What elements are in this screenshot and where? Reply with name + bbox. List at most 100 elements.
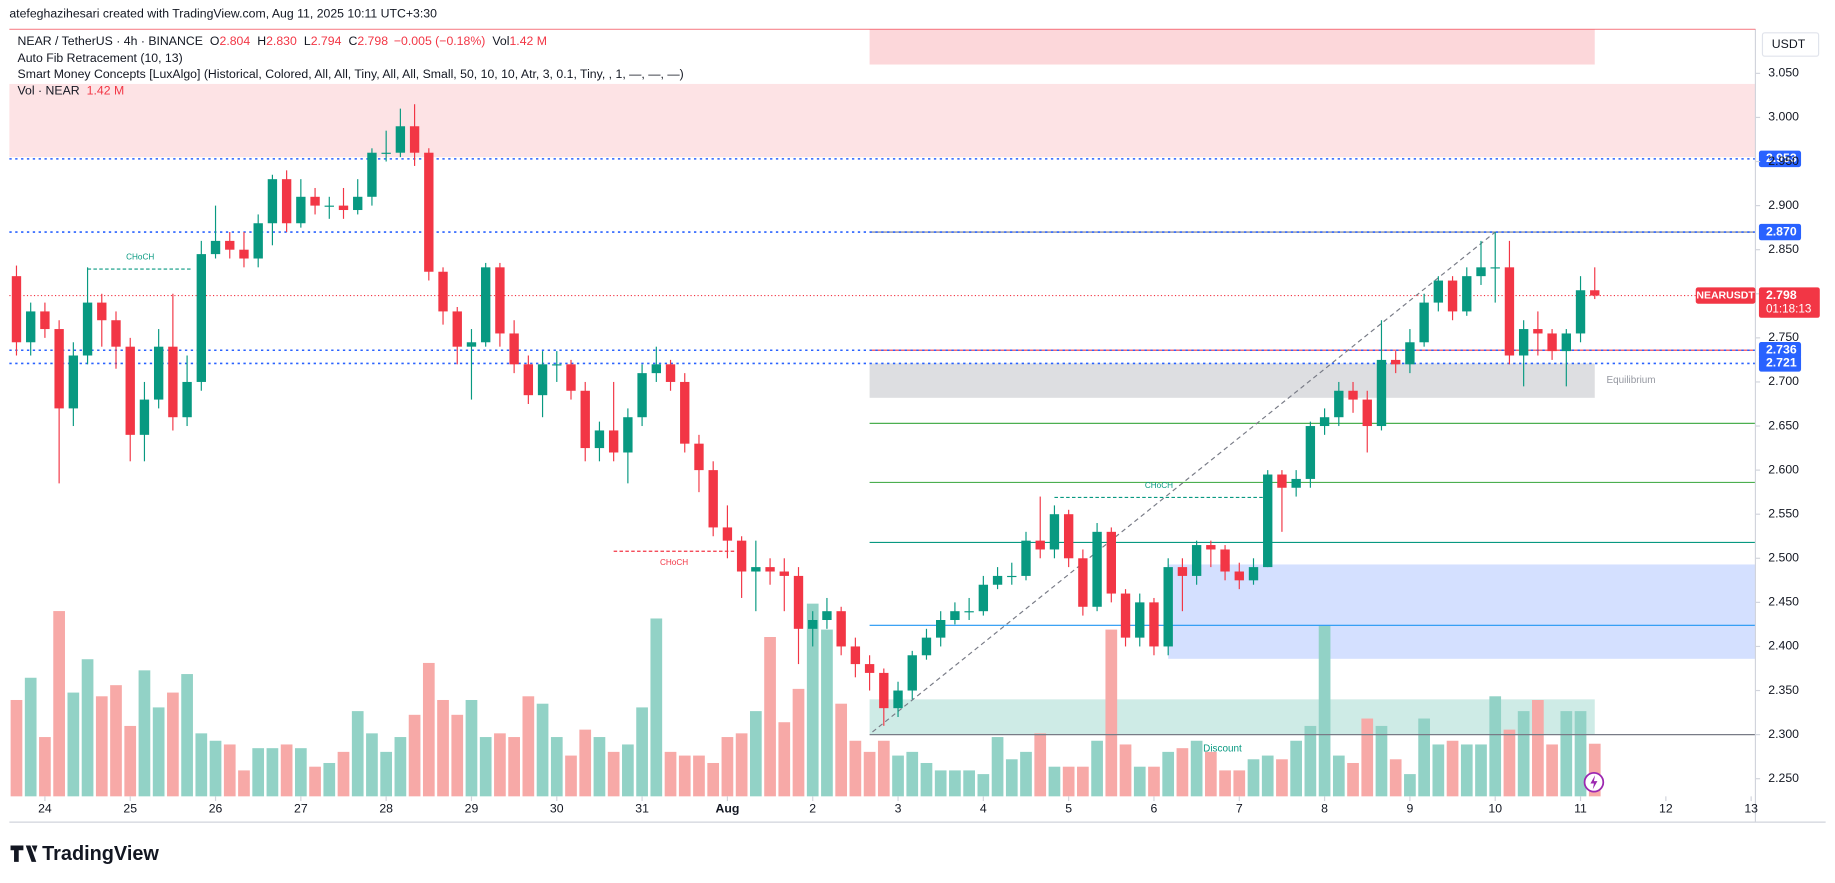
x-tick-label: 24	[38, 801, 52, 815]
volume-bar	[280, 744, 293, 797]
candle-body	[1092, 531, 1102, 607]
zone-label: Equilibrium	[1606, 375, 1655, 386]
candle-body	[950, 611, 960, 621]
candle-body	[1120, 593, 1131, 638]
candle-body	[210, 240, 221, 255]
volume-bar	[963, 770, 975, 797]
candle-body	[1362, 399, 1372, 427]
volume-bar	[1048, 766, 1061, 797]
ohlc-key: O	[210, 34, 220, 48]
structure-label: CHoCH	[660, 558, 688, 567]
y-tick-label: 2.400	[1768, 639, 1799, 653]
x-tick-label: Aug	[715, 801, 739, 815]
volume-bar	[167, 692, 179, 797]
candle-body	[1590, 290, 1600, 296]
volume-bar	[95, 696, 108, 797]
volume-bar	[735, 733, 748, 797]
candle-body	[936, 620, 946, 638]
volume-bar	[252, 748, 265, 797]
x-tick-label: 25	[123, 801, 137, 815]
volume-bar	[1404, 774, 1416, 797]
y-tick-label: 2.250	[1768, 771, 1799, 785]
candle-body	[139, 399, 150, 435]
logo: TradingView	[10, 843, 159, 865]
level-tag	[1758, 355, 1802, 372]
candle-body	[907, 655, 917, 691]
volume-bar	[821, 629, 833, 797]
price-tag-value: 2.798	[1766, 288, 1797, 302]
volume-bar	[294, 748, 307, 797]
candle-body	[864, 664, 875, 673]
volume-bar	[394, 737, 407, 797]
volume-bar	[110, 685, 122, 797]
volume-bar	[124, 725, 137, 797]
currency[interactable]: USDT	[1772, 37, 1806, 51]
volume-bar	[1546, 744, 1558, 797]
change: −0.005 (−0.18%)	[394, 34, 485, 48]
candle-body	[651, 364, 661, 374]
candle-body	[338, 205, 349, 211]
volume-bar	[622, 744, 634, 797]
candle-body	[310, 196, 320, 206]
volume-bar	[949, 770, 961, 797]
x-tick-label: 28	[379, 801, 393, 815]
level-label: 2.953	[1766, 151, 1797, 165]
volume-bar	[1133, 766, 1146, 797]
candle-body	[68, 355, 79, 409]
y-tick-label: 2.500	[1768, 551, 1799, 565]
alert-bolt[interactable]	[1590, 775, 1598, 790]
candle-body	[1348, 390, 1358, 400]
volume-bar	[1190, 740, 1203, 797]
candle-body	[608, 430, 619, 453]
ohlc-value: 2.794	[311, 34, 342, 48]
candle-body	[637, 373, 647, 418]
candle-body	[1007, 575, 1017, 578]
volume-bar	[1162, 751, 1175, 797]
candle-body	[1063, 514, 1074, 559]
volume-bar	[1361, 718, 1374, 797]
candle-body	[353, 196, 363, 211]
logo-icon	[10, 845, 38, 862]
candle-body	[509, 333, 519, 365]
alert-icon[interactable]	[1583, 772, 1605, 793]
volume-bar	[1176, 748, 1189, 797]
candle-body	[1305, 426, 1316, 479]
volume-bar	[934, 770, 947, 797]
candle-body	[409, 126, 420, 153]
volume-bar	[650, 618, 663, 797]
candle-body	[665, 364, 676, 382]
y-tick-label: 2.350	[1768, 683, 1799, 697]
volume-bar	[636, 707, 648, 797]
candle-body	[1334, 390, 1344, 418]
volume-bar	[351, 711, 364, 797]
candle-body	[182, 381, 192, 418]
candle-body	[281, 179, 292, 224]
candle-body	[1021, 540, 1031, 576]
candle-body	[1135, 602, 1145, 638]
candle-body	[267, 179, 278, 224]
volume-bar	[53, 611, 65, 797]
fib-trend-line	[872, 231, 1496, 733]
symbol: NEAR / TetherUS · 4h · BINANCE	[18, 34, 203, 48]
volume-bar	[863, 751, 876, 797]
candle-body	[495, 267, 505, 334]
legend: NEAR / TetherUS · 4h · BINANCE O2.804 H2.8…	[18, 34, 684, 97]
volume-bar	[366, 733, 378, 797]
zone	[9, 83, 1756, 158]
candle-body	[1277, 474, 1287, 488]
legend-main: NEAR / TetherUS · 4h · BINANCE O2.804 H2.8…	[18, 34, 547, 48]
volume-bar	[1062, 766, 1075, 797]
candle-body	[1533, 329, 1543, 334]
candle-body	[736, 540, 747, 572]
volume-bar	[1318, 625, 1331, 797]
candle-body	[82, 302, 93, 356]
level-tag	[1758, 150, 1802, 168]
candle-body	[822, 611, 832, 621]
x-tick-label: 30	[550, 801, 564, 815]
volume-bar	[1290, 740, 1303, 797]
volume-bar	[1574, 711, 1587, 797]
candle-body	[324, 205, 334, 207]
candle-body	[125, 346, 135, 435]
currency-button[interactable]	[1761, 32, 1820, 57]
candle-body	[1433, 280, 1444, 303]
